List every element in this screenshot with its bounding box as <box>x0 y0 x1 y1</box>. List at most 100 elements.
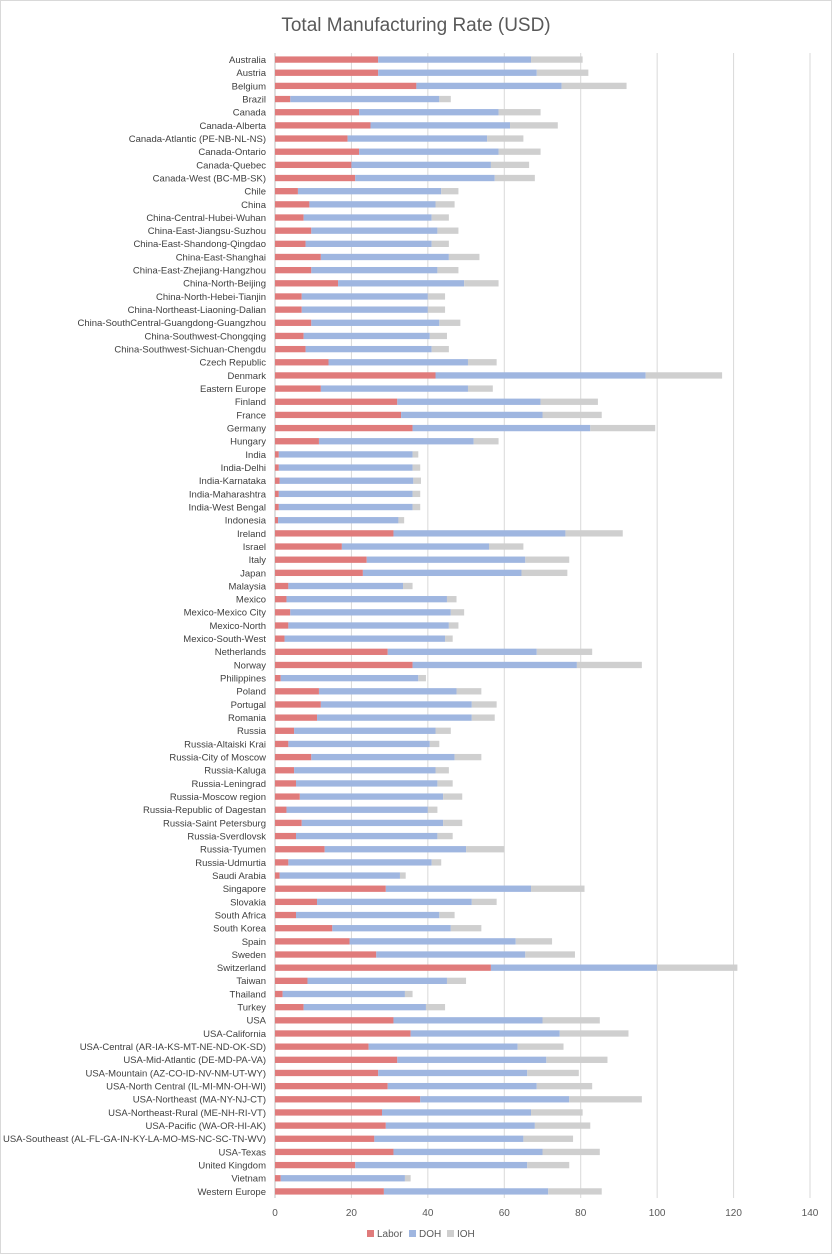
bar-segment-ioh <box>489 543 524 550</box>
bar-segment-labor <box>275 543 342 550</box>
bar-segment-doh <box>278 451 413 458</box>
x-tick-label: 20 <box>346 1208 358 1219</box>
bar-segment-ioh <box>521 569 568 577</box>
category-label: India-Karnataka <box>199 476 267 487</box>
bar-segment-ioh <box>515 938 553 945</box>
bar-segment-labor <box>275 964 491 971</box>
bar-segment-doh <box>288 582 404 590</box>
bar-segment-ioh <box>446 596 457 603</box>
bar-segment-labor <box>275 767 295 774</box>
bar-segment-doh <box>387 1082 537 1090</box>
bar-segment-ioh <box>431 345 449 353</box>
bar-segment-doh <box>320 701 472 708</box>
category-label: China-North-Hebei-Tianjin <box>156 292 266 303</box>
category-label: France <box>236 410 266 421</box>
category-label: USA-Mountain (AZ-CO-ID-NV-NM-UT-WY) <box>85 1068 266 1079</box>
bar-segment-ioh <box>412 490 421 498</box>
category-label: Taiwan <box>236 976 266 987</box>
bar-segment-ioh <box>403 582 413 590</box>
category-label: Singapore <box>223 884 266 895</box>
bar-segment-ioh <box>431 214 449 221</box>
bar-segment-doh <box>416 82 562 90</box>
bar-segment-labor <box>275 701 321 708</box>
bar-segment-labor <box>275 714 318 721</box>
category-label: Philippines <box>220 674 266 685</box>
category-label: Vietnam <box>231 1174 266 1185</box>
bar-segment-doh <box>309 201 436 208</box>
bar-segment-ioh <box>437 227 459 234</box>
bar-segment-labor <box>275 806 287 813</box>
bar-segment-labor <box>275 898 318 906</box>
bar-segment-ioh <box>473 438 499 445</box>
bar-segment-labor <box>275 1096 421 1103</box>
bar-segment-ioh <box>431 240 449 247</box>
category-label: South Africa <box>215 910 267 921</box>
bar-segment-doh <box>290 95 440 103</box>
bar-segment-doh <box>410 1030 560 1037</box>
bar-segment-doh <box>420 1096 570 1103</box>
category-label: Netherlands <box>215 647 266 658</box>
bar-segment-doh <box>317 898 472 906</box>
bar-segment-ioh <box>466 846 505 853</box>
bar-segment-ioh <box>437 780 453 787</box>
bar-segment-labor <box>275 1122 386 1129</box>
category-label: Belgium <box>232 81 266 92</box>
bar-segment-labor <box>275 240 306 247</box>
bar-segment-ioh <box>456 688 482 695</box>
bar-segment-labor <box>275 95 291 103</box>
category-label: India-Delhi <box>221 463 266 474</box>
bar-segment-doh <box>341 543 489 550</box>
bar-segment-ioh <box>536 1082 593 1090</box>
bar-segment-doh <box>378 69 537 76</box>
bar-segment-labor <box>275 674 281 682</box>
category-label: USA-Southeast (AL-FL-GA-IN-KY-LA-MO-MS-N… <box>3 1134 266 1145</box>
bar-segment-labor <box>275 109 360 116</box>
category-label: Sweden <box>232 950 266 961</box>
category-label: Canada <box>233 108 267 119</box>
bar-segment-doh <box>288 859 432 866</box>
bar-segment-doh <box>294 767 436 774</box>
bar-segment-doh <box>347 135 488 142</box>
bar-segment-doh <box>393 1148 543 1156</box>
bar-segment-labor <box>275 122 371 129</box>
bar-segment-doh <box>307 977 447 985</box>
bar-segment-labor <box>275 490 279 498</box>
bar-segment-doh <box>378 1069 528 1077</box>
bar-segment-labor <box>275 280 339 287</box>
bar-segment-ioh <box>576 661 642 669</box>
bar-segment-labor <box>275 819 302 827</box>
category-label: Eastern Europe <box>200 384 266 395</box>
category-label: Turkey <box>237 1003 266 1014</box>
bar-segment-doh <box>311 319 440 326</box>
bar-segment-doh <box>370 122 511 129</box>
category-label: China-East-Jiangsu-Suzhou <box>148 226 266 237</box>
bar-segment-ioh <box>435 727 451 734</box>
bar-segment-ioh <box>427 306 446 313</box>
bar-segment-ioh <box>454 753 482 761</box>
category-label: Russia-Sverdlovsk <box>187 831 266 842</box>
category-label: China-North-Beijing <box>183 279 266 290</box>
category-label: Russia-Udmurtia <box>195 858 266 869</box>
bar-segment-ioh <box>398 517 405 524</box>
bar-segment-ioh <box>525 951 575 958</box>
category-label: China <box>241 200 267 211</box>
bar-segment-labor <box>275 69 379 76</box>
bar-segment-doh <box>296 780 438 787</box>
bar-segment-doh <box>301 293 428 300</box>
bar-segment-ioh <box>404 990 413 998</box>
category-label: Mexico-South-West <box>183 634 266 645</box>
bar-segment-ioh <box>531 56 583 63</box>
bar-segment-doh <box>385 885 532 892</box>
bar-segment-labor <box>275 227 312 234</box>
bar-segment-doh <box>305 345 432 353</box>
bar-segment-ioh <box>443 819 463 827</box>
category-label: Italy <box>249 555 267 566</box>
bar-segment-doh <box>296 911 440 919</box>
bar-segment-labor <box>275 503 279 511</box>
bar-segment-doh <box>278 490 413 498</box>
bar-segment-labor <box>275 648 388 655</box>
category-label: Denmark <box>227 371 266 382</box>
category-label: Canada-Atlantic (PE-NB-NL-NS) <box>129 134 266 145</box>
bar-segment-doh <box>387 648 537 655</box>
category-label: China-Southwest-Sichuan-Chengdu <box>114 345 266 356</box>
